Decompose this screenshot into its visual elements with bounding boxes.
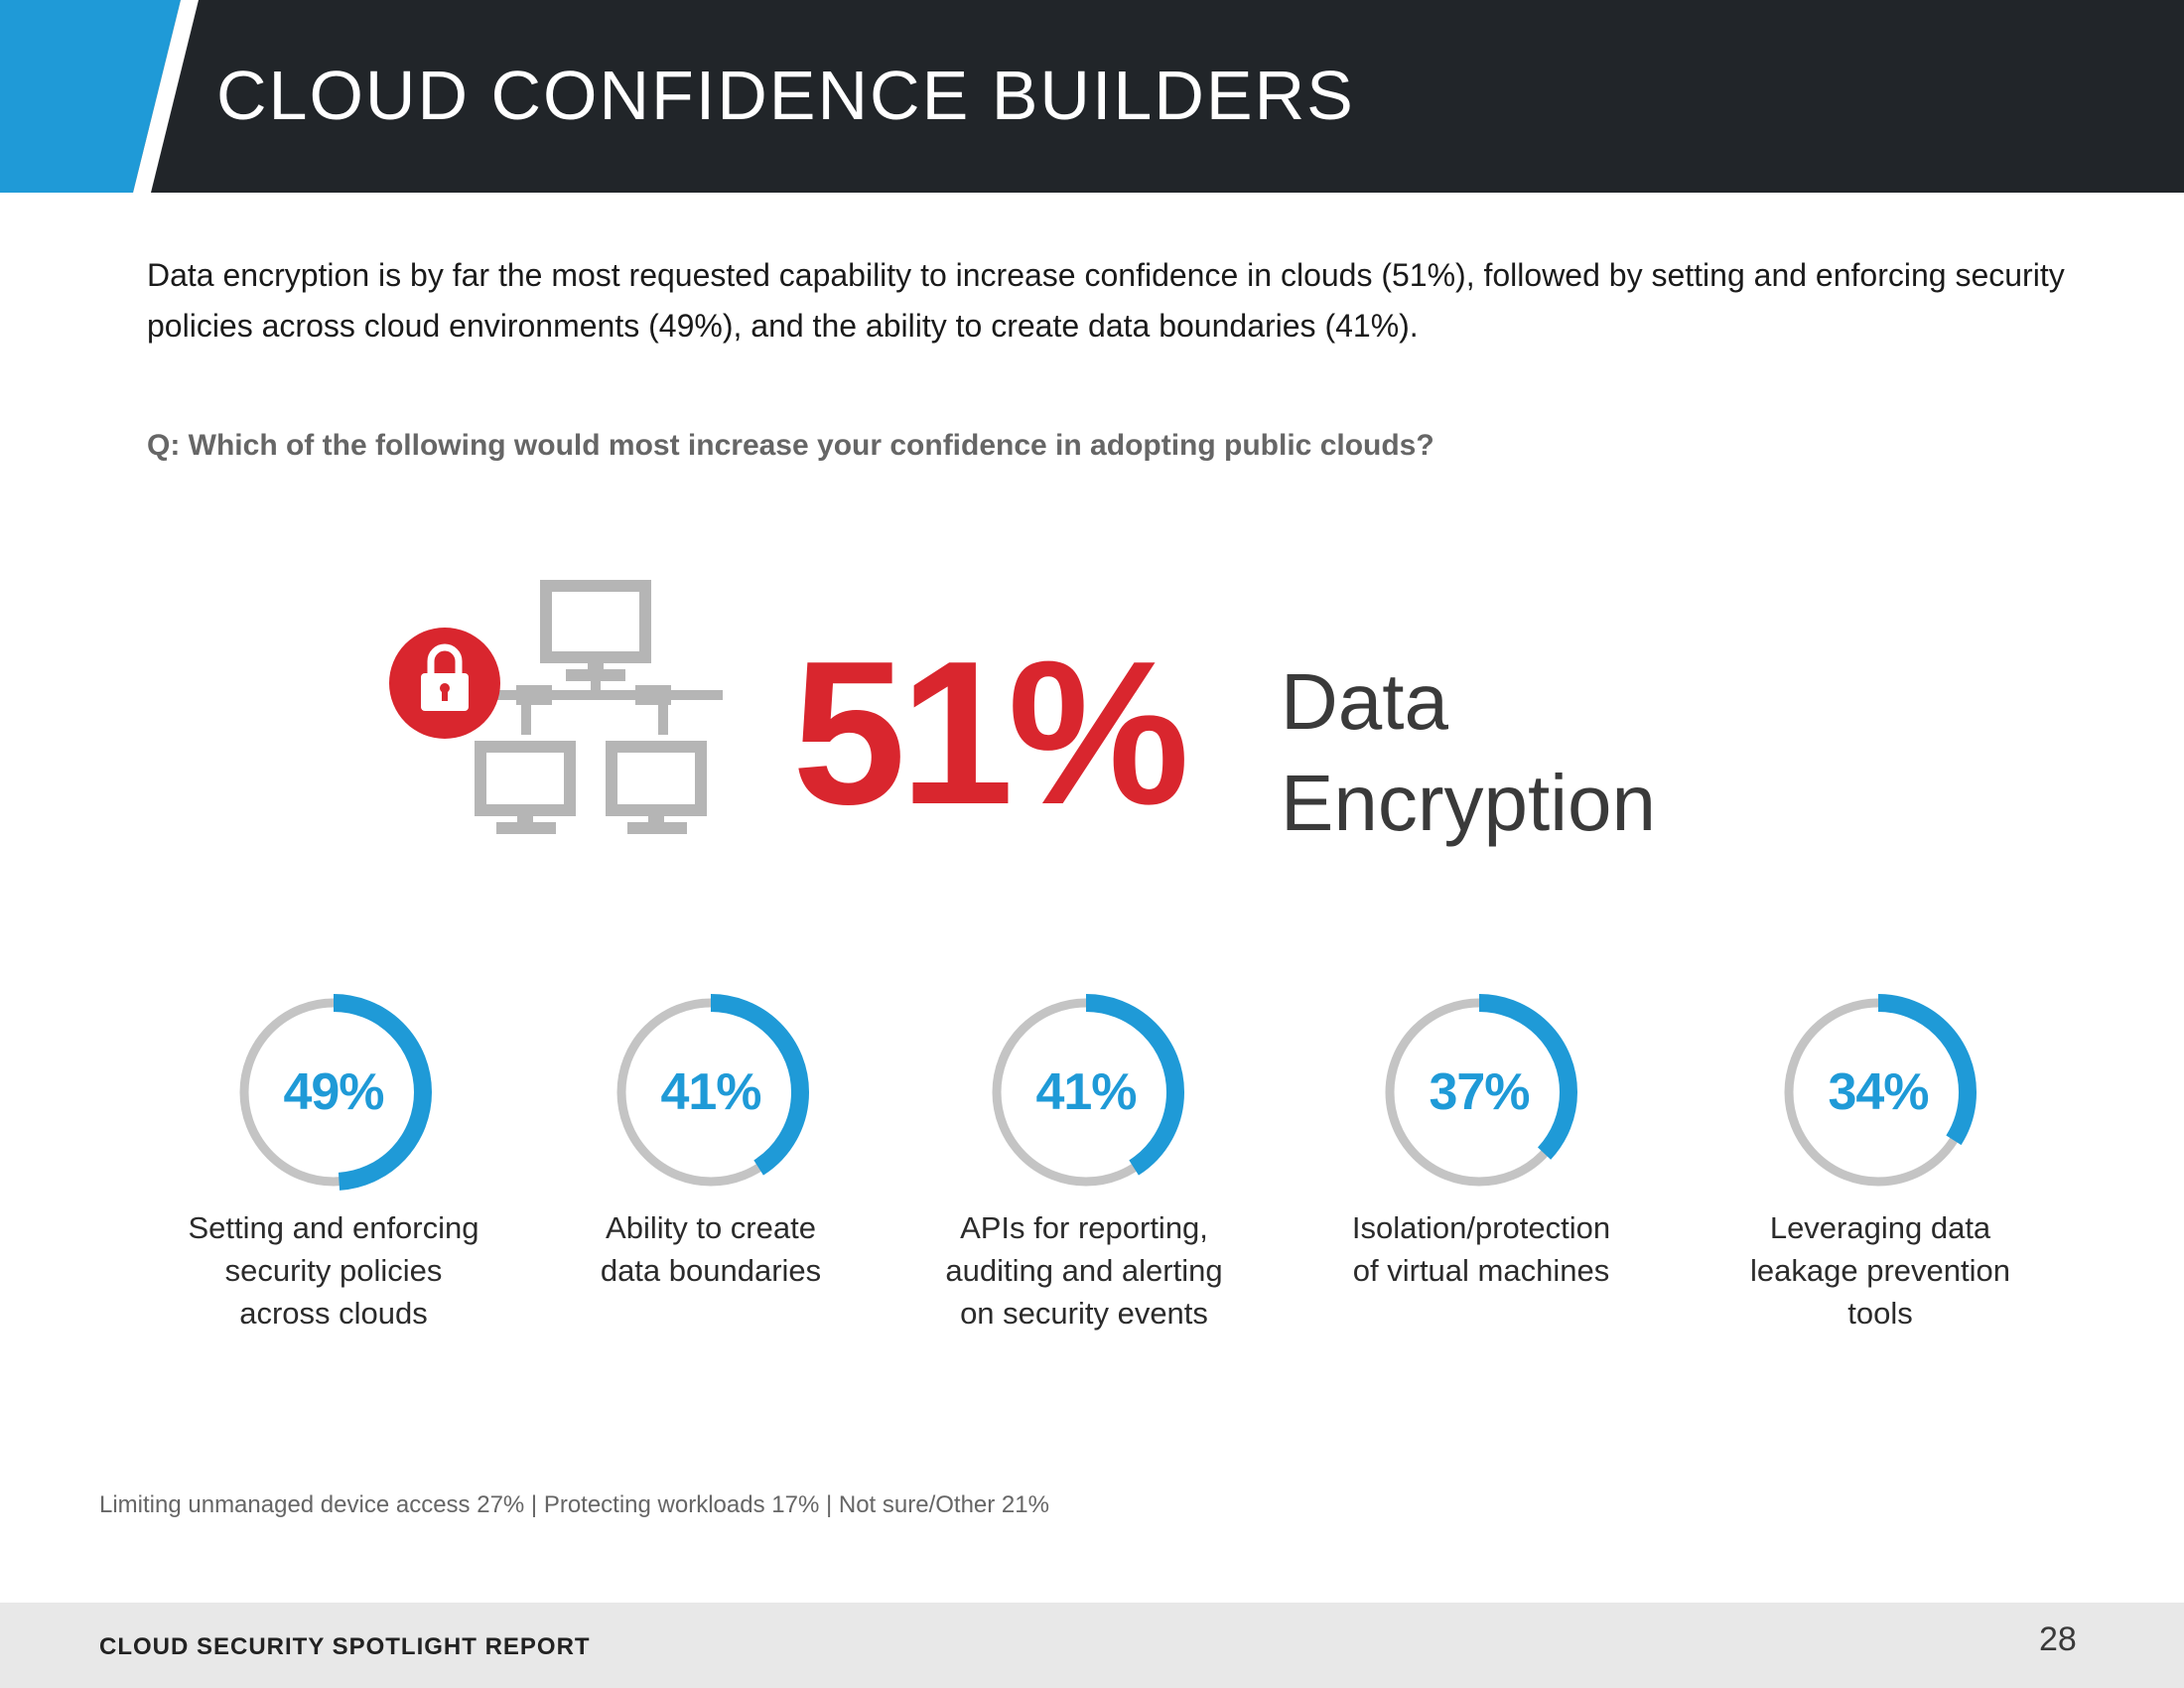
donut-category-label: APIs for reporting, auditing and alerting… bbox=[895, 1206, 1273, 1335]
donut-category-label: Isolation/protection of virtual machines bbox=[1293, 1206, 1670, 1292]
footer-title: CLOUD SECURITY SPOTLIGHT REPORT bbox=[99, 1633, 591, 1660]
footer-bar bbox=[0, 1603, 2184, 1688]
donut-category-label-line: APIs for reporting, bbox=[960, 1210, 1208, 1245]
donut-svg bbox=[988, 994, 1184, 1191]
hero-label-line: Encryption bbox=[1281, 759, 1656, 847]
hero-label-line: Data bbox=[1281, 657, 1448, 746]
donut-chart: 41% bbox=[977, 983, 1195, 1201]
donut-category-label-line: security policies bbox=[224, 1253, 443, 1288]
donut-category-label-line: across clouds bbox=[239, 1296, 428, 1331]
donut-category-label: Ability to create data boundaries bbox=[522, 1206, 899, 1292]
donut-category-label-line: leakage prevention bbox=[1750, 1253, 2010, 1288]
donut-arc bbox=[1780, 994, 1977, 1191]
donut-arc bbox=[988, 994, 1184, 1191]
donut-category-label-line: auditing and alerting bbox=[945, 1253, 1223, 1288]
header-accent bbox=[0, 0, 199, 193]
donut-category-label-line: Isolation/protection bbox=[1351, 1210, 1611, 1245]
survey-question: Q: Which of the following would most inc… bbox=[147, 429, 1434, 462]
donut-svg bbox=[1780, 994, 1977, 1191]
footnote: Limiting unmanaged device access 27% | P… bbox=[99, 1491, 1049, 1518]
donut-category-label-line: tools bbox=[1847, 1296, 1913, 1331]
donut-category-label-line: of virtual machines bbox=[1352, 1253, 1610, 1288]
hero-percentage: 51% bbox=[792, 619, 1189, 847]
donut-category-label: Setting and enforcing security policies ac… bbox=[145, 1206, 522, 1335]
donut-category-label-line: Ability to create bbox=[606, 1210, 816, 1245]
donut-chart: 41% bbox=[602, 983, 820, 1201]
donut-category-label-line: Leveraging data bbox=[1769, 1210, 1991, 1245]
page-number: 28 bbox=[2039, 1620, 2077, 1658]
donut-chart: 34% bbox=[1769, 983, 1987, 1201]
intro-text: Data encryption is by far the most reque… bbox=[147, 257, 2065, 344]
network-lock-icon bbox=[389, 580, 723, 834]
donut-svg bbox=[1381, 994, 1577, 1191]
donut-arc bbox=[1381, 994, 1577, 1191]
header-bar bbox=[0, 0, 2184, 193]
donut-value-label: 41% bbox=[660, 1063, 761, 1121]
hero-label: Data Encryption bbox=[1281, 651, 1656, 854]
donut-chart: 49% bbox=[224, 983, 443, 1201]
donut-category-label: Leveraging data leakage prevention tools bbox=[1692, 1206, 2069, 1335]
donut-value-label: 34% bbox=[1828, 1063, 1929, 1121]
donut-arc bbox=[613, 994, 809, 1191]
page-title: CLOUD CONFIDENCE BUILDERS bbox=[216, 57, 1355, 134]
donut-svg bbox=[235, 994, 432, 1191]
donut-chart: 37% bbox=[1370, 983, 1588, 1201]
donut-value-label: 41% bbox=[1035, 1063, 1137, 1121]
donut-category-label-line: Setting and enforcing bbox=[188, 1210, 479, 1245]
donut-value-label: 37% bbox=[1429, 1063, 1530, 1121]
donut-arc bbox=[235, 994, 432, 1191]
donut-category-label-line: data boundaries bbox=[600, 1253, 822, 1288]
donut-category-label-line: on security events bbox=[960, 1296, 1208, 1331]
donut-value-label: 49% bbox=[283, 1063, 384, 1121]
donut-svg bbox=[613, 994, 809, 1191]
